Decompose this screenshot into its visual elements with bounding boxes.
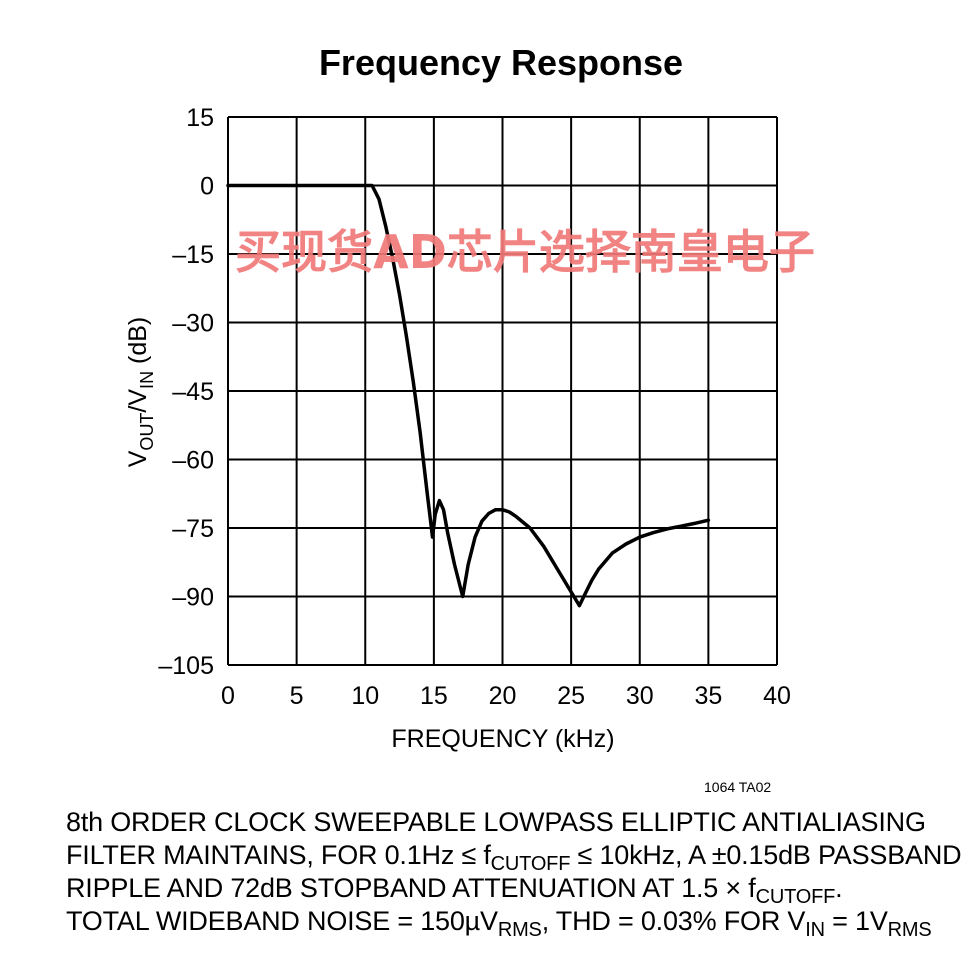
caption-text: 8th ORDER CLOCK SWEEPABLE LOWPASS ELLIPT… xyxy=(66,807,926,837)
x-tick-label: 35 xyxy=(694,682,722,710)
x-tick-label: 40 xyxy=(763,682,791,710)
caption-text: TOTAL WIDEBAND NOISE = 150µV xyxy=(66,906,498,936)
y-label-sub-in: IN xyxy=(137,371,157,389)
y-label-slash-v: /V xyxy=(124,389,152,413)
x-tick-label: 30 xyxy=(626,682,654,710)
caption-text: . xyxy=(835,873,843,903)
y-tick-label: 15 xyxy=(186,104,214,132)
caption-subscript: CUTOFF xyxy=(490,853,571,875)
tick-labels: 0 5 10 15 20 25 30 35 40 15 0 –15 –30 –45 –60 –75 –90 –10… xyxy=(158,104,791,710)
y-tick-label: –45 xyxy=(172,378,214,406)
x-tick-label: 15 xyxy=(420,682,448,710)
x-tick-label: 5 xyxy=(290,682,304,710)
caption-text: RIPPLE AND 72dB STOPBAND ATTENUATION AT … xyxy=(66,873,756,903)
y-tick-label: –90 xyxy=(172,584,214,612)
y-tick-label: –15 xyxy=(172,241,214,269)
x-axis-label: FREQUENCY (kHz) xyxy=(391,725,614,753)
series-line xyxy=(226,183,711,608)
x-tick-label: 20 xyxy=(489,682,517,710)
caption-text: = 1V xyxy=(824,906,888,936)
caption-subscript: RMS xyxy=(497,919,542,941)
caption-text: FILTER MAINTAINS, FOR 0.1Hz ≤ f xyxy=(66,840,491,870)
caption-line-3: RIPPLE AND 72dB STOPBAND ATTENUATION AT … xyxy=(66,872,956,908)
caption-text: ≤ 10kHz, A ±0.15dB PASSBAND xyxy=(570,840,962,870)
caption-subscript: RMS xyxy=(887,919,932,941)
y-label-sub-out: OUT xyxy=(137,413,157,451)
caption-line-4: TOTAL WIDEBAND NOISE = 150µVRMS, THD = 0… xyxy=(66,905,956,941)
y-axis-label: VOUT/VIN (dB) xyxy=(124,317,157,468)
y-label-unit: (dB) xyxy=(124,317,152,371)
y-tick-label: –75 xyxy=(172,515,214,543)
watermark-text: 买现货AD芯片选择南皇电子 xyxy=(235,225,815,279)
y-tick-label: –30 xyxy=(172,310,214,338)
chart-title: Frequency Response xyxy=(319,42,683,83)
y-label-v: V xyxy=(124,450,152,467)
grid xyxy=(227,116,778,666)
y-tick-label: 0 xyxy=(200,173,214,201)
caption: 8th ORDER CLOCK SWEEPABLE LOWPASS ELLIPT… xyxy=(66,806,962,941)
caption-line-1: 8th ORDER CLOCK SWEEPABLE LOWPASS ELLIPT… xyxy=(66,806,956,839)
caption-line-2: FILTER MAINTAINS, FOR 0.1Hz ≤ fCUTOFF ≤ … xyxy=(66,839,962,875)
y-tick-label: –105 xyxy=(158,652,214,680)
caption-text: , THD = 0.03% FOR V xyxy=(541,906,806,936)
x-tick-label: 25 xyxy=(557,682,585,710)
x-tick-label: 10 xyxy=(351,682,379,710)
caption-subscript: CUTOFF xyxy=(755,886,836,908)
x-tick-label: 0 xyxy=(221,682,235,710)
figure-id: 1064 TA02 xyxy=(704,779,771,795)
y-tick-label: –60 xyxy=(172,447,214,475)
caption-subscript: IN xyxy=(805,919,825,941)
